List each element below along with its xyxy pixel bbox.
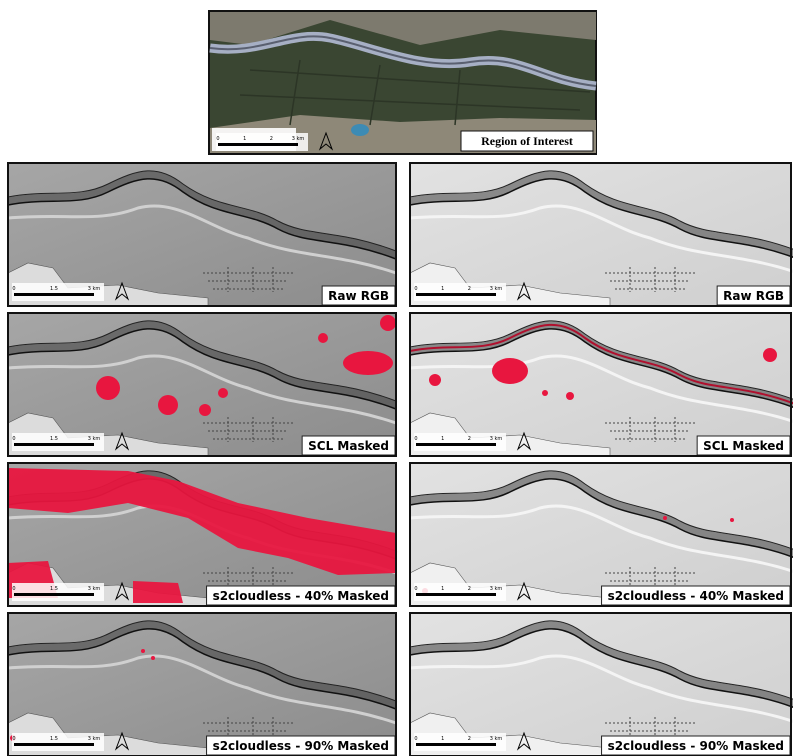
scale-label: 3 km	[88, 286, 101, 292]
scale-label: 2	[468, 736, 471, 742]
scale-label: 3 km	[490, 286, 503, 292]
roi-image: Region of Interest	[209, 11, 596, 154]
scale-label: 0	[414, 436, 417, 442]
mask	[429, 374, 441, 386]
map-tile: 0 1.5 3 km s2cloudless - 40% Masked	[8, 463, 396, 606]
scale-label: 0	[216, 136, 219, 142]
scale-label: 3 km	[88, 586, 101, 592]
figure: Region of Interest a) b) 0123 km01.53 km…	[0, 0, 793, 756]
mask	[492, 358, 528, 384]
mask	[343, 351, 393, 375]
scale-label: 0	[12, 736, 15, 742]
tile-label: s2cloudless - 90% Masked	[608, 739, 784, 753]
mask	[151, 656, 155, 660]
mask	[218, 388, 228, 398]
scale-label: 1	[441, 286, 444, 292]
scale-label: 0	[12, 436, 15, 442]
scale-bar	[416, 443, 496, 446]
tile-label: SCL Masked	[308, 439, 389, 453]
mask	[318, 333, 328, 343]
scale-label: 2	[468, 436, 471, 442]
tile-label: s2cloudless - 90% Masked	[213, 739, 389, 753]
mask	[133, 581, 183, 603]
tile-label: SCL Masked	[703, 439, 784, 453]
mask	[566, 392, 574, 400]
scale-label: 3 km	[490, 586, 503, 592]
scale-label: 1.5	[50, 436, 58, 442]
scale-bar	[14, 593, 94, 596]
mask	[663, 516, 667, 520]
tile-label: Raw RGB	[723, 289, 784, 303]
map-tile: 0 1 2 3 km Raw RGB	[410, 163, 793, 306]
scale-label: 1	[243, 136, 246, 142]
scale-label: 3 km	[88, 436, 101, 442]
scale-label: 3 km	[490, 436, 503, 442]
mask	[199, 404, 211, 416]
mask	[141, 649, 145, 653]
page: Region of Interest a) b) 0123 km01.53 km…	[0, 0, 793, 756]
map-tile: 0 1 2 3 km SCL Masked	[410, 313, 793, 456]
mask	[380, 315, 396, 331]
mask	[763, 348, 777, 362]
scale-label: 0	[12, 586, 15, 592]
scale-bar	[416, 593, 496, 596]
scale-label: 3 km	[292, 136, 305, 142]
scale-bar	[218, 143, 298, 146]
map-tile: 0 1.5 3 km Raw RGB	[8, 163, 396, 306]
scale-label: 1	[441, 736, 444, 742]
scale-label: 3 km	[490, 736, 503, 742]
scale-bar	[14, 443, 94, 446]
mask	[730, 518, 734, 522]
scale-label: 0	[12, 286, 15, 292]
tile-label: s2cloudless - 40% Masked	[213, 589, 389, 603]
scale-label: 0	[414, 586, 417, 592]
map-tile: 0 1 2 3 km s2cloudless - 90% Masked	[410, 613, 793, 756]
scale-label: 0	[414, 286, 417, 292]
scale-bar	[416, 293, 496, 296]
mask	[542, 390, 548, 396]
map-tile: 0 1.5 3 km s2cloudless - 90% Masked	[8, 613, 396, 756]
scale-label: 2	[468, 286, 471, 292]
tile-label: s2cloudless - 40% Masked	[608, 589, 784, 603]
scale-label: 1	[441, 436, 444, 442]
scale-label: 3 km	[88, 736, 101, 742]
scale-bar	[14, 293, 94, 296]
map-tile: 0 1.5 3 km SCL Masked	[8, 313, 396, 456]
scale-label: 1.5	[50, 286, 58, 292]
scale-label: 2	[270, 136, 273, 142]
scale-bar	[416, 743, 496, 746]
scale-bar	[14, 743, 94, 746]
tile-label: Raw RGB	[328, 289, 389, 303]
scale-label: 2	[468, 586, 471, 592]
region-label: Region of Interest	[481, 134, 573, 148]
scale-label: 1.5	[50, 586, 58, 592]
scale-label: 1	[441, 586, 444, 592]
mask	[158, 395, 178, 415]
mask	[96, 376, 120, 400]
scale-label: 0	[414, 736, 417, 742]
scale-label: 1.5	[50, 736, 58, 742]
map-tile: 0 1 2 3 km s2cloudless - 40% Masked	[410, 463, 793, 606]
